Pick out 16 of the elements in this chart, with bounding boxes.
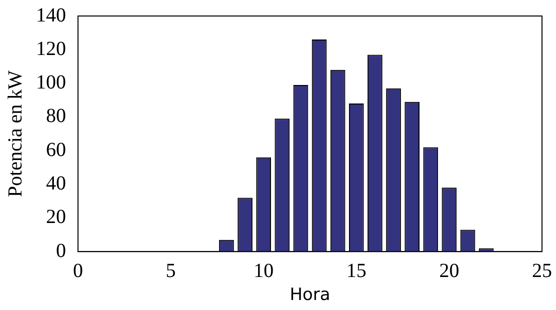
y-tick-label: 40 bbox=[46, 172, 66, 195]
x-tick-label: 25 bbox=[532, 260, 552, 282]
y-tick-label: 120 bbox=[36, 38, 66, 60]
x-axis-title: Hora bbox=[290, 285, 330, 306]
x-tick-label: 20 bbox=[439, 260, 460, 282]
x-tick-label: 10 bbox=[254, 260, 274, 282]
x-tick-label: 0 bbox=[73, 260, 83, 282]
y-tick-label: 0 bbox=[56, 240, 66, 262]
y-tick-label: 60 bbox=[46, 138, 66, 161]
y-axis-title: Potencia en kW bbox=[4, 70, 26, 198]
x-tick-label: 5 bbox=[166, 260, 176, 282]
y-tick-label: 100 bbox=[36, 72, 66, 94]
x-tick-label: 15 bbox=[346, 260, 366, 282]
y-tick-label: 140 bbox=[36, 4, 66, 26]
y-tick-label: 80 bbox=[46, 105, 66, 128]
y-tick-label: 20 bbox=[46, 206, 66, 228]
